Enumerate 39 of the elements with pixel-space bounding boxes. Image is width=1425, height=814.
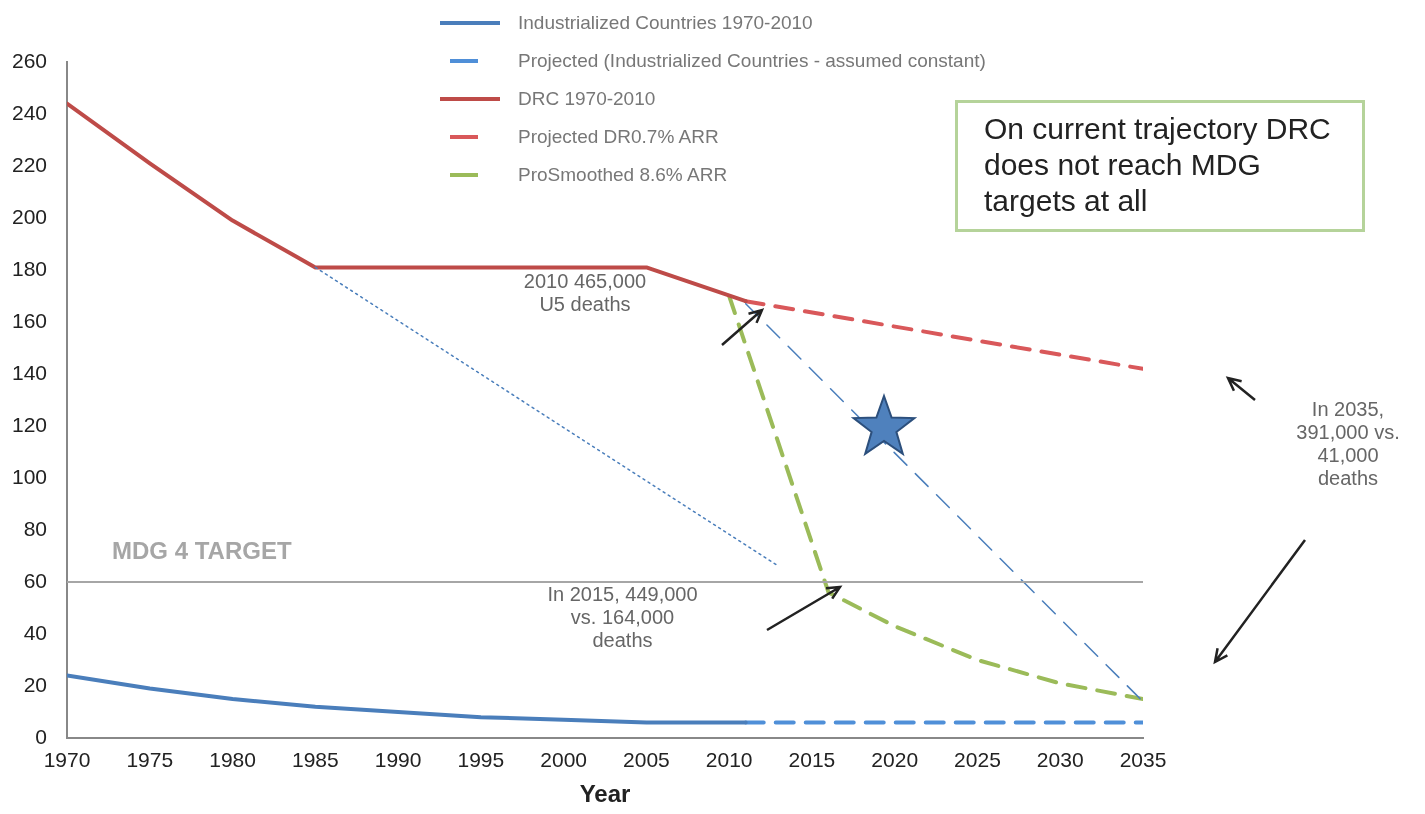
annotation: In 2015, 449,000 vs. 164,000 deaths	[546, 583, 699, 652]
y-tick-label: 200	[11, 204, 48, 228]
y-tick-label: 260	[11, 48, 48, 72]
y-tick-label: 240	[11, 100, 48, 124]
annotation: On current trajectory DRC does not reach MDG targets at all	[955, 100, 1365, 232]
y-tick-label: 100	[11, 464, 48, 488]
x-axis-title: Year	[579, 780, 631, 808]
legend-label: DRC 1970-2010	[518, 88, 656, 110]
annotation: 2010 465,000 U5 deaths	[522, 270, 648, 316]
x-tick-label: 2035	[1119, 748, 1167, 772]
y-tick-label: 180	[11, 256, 48, 280]
x-tick-label: 2005	[623, 748, 670, 772]
y-tick-label: 160	[11, 308, 48, 332]
x-tick-label: 1975	[126, 748, 174, 772]
x-tick-label: 1970	[43, 748, 91, 772]
x-tick-label: 2025	[954, 748, 1001, 772]
y-tick-label: 60	[23, 568, 48, 592]
y-tick-label: 0	[35, 724, 48, 748]
legend-label: Projected (Industrialized Countries - assumed constant)	[518, 50, 986, 72]
y-tick-label: 140	[11, 360, 48, 384]
y-tick-label: 40	[23, 620, 48, 644]
x-tick-label: 1985	[291, 748, 339, 772]
y-tick-label: 20	[23, 672, 48, 696]
x-tick-label: 1990	[374, 748, 422, 772]
text: In 2035, 391,000 vs. 41,000 deaths	[1295, 398, 1401, 490]
y-tick-label: 120	[11, 412, 48, 436]
x-tick-label: 1980	[209, 748, 256, 772]
x-tick-label: 2020	[871, 748, 919, 772]
legend-label: Projected DR0.7% ARR	[518, 126, 719, 148]
ref-line-label: MDG 4 TARGET	[112, 536, 292, 564]
legend-label: ProSmoothed 8.6% ARR	[518, 164, 728, 186]
x-tick-label: 2030	[1036, 748, 1084, 772]
y-tick-label: 220	[11, 152, 48, 176]
y-tick-label: 80	[23, 516, 48, 540]
x-tick-label: 1995	[457, 748, 505, 772]
x-tick-label: 2000	[540, 748, 587, 772]
x-tick-label: 2015	[788, 748, 836, 772]
x-tick-label: 2010	[705, 748, 753, 772]
legend-label: Industrialized Countries 1970-2010	[518, 12, 813, 34]
